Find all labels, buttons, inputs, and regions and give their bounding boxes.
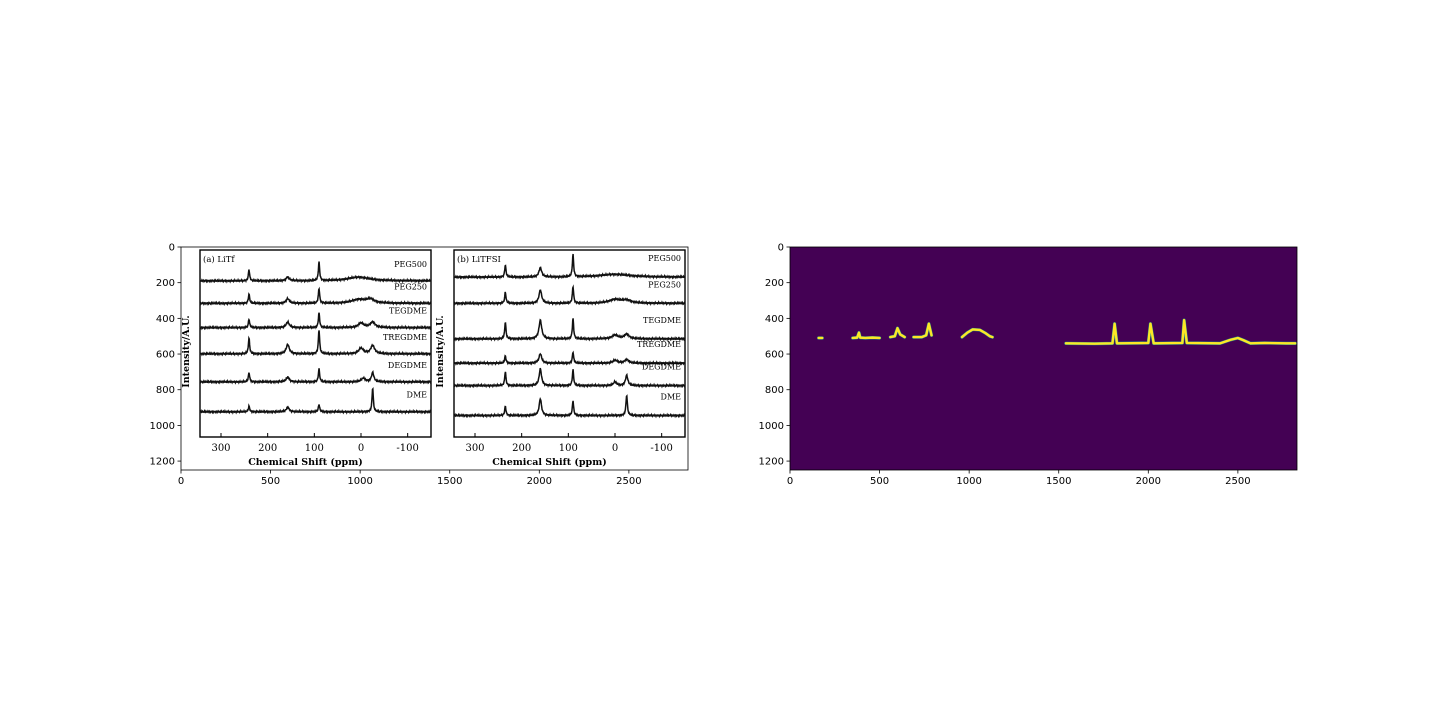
- mask-segment: [912, 322, 933, 339]
- right-x-tick-label: 2000: [1136, 476, 1161, 487]
- left-y-tick-label: 1000: [150, 421, 175, 432]
- left-x-tick-label: 0: [178, 476, 184, 487]
- panel-x-tick-label: 300: [211, 443, 230, 454]
- right-axes: 0 500 1000 1500 2000 2500 0 200 400 600 800 1000 12…: [759, 243, 1298, 487]
- right-y-tick-label: 800: [765, 385, 784, 396]
- spectra-image: (a) LiTf PEG500 PEG250 TEGDME TREGDME DEGDME D…: [181, 249, 686, 468]
- left-y-tick-label: 200: [156, 278, 175, 289]
- panel-x-label: Chemical Shift (ppm): [492, 457, 607, 468]
- panel-x-tick-label: 200: [512, 443, 531, 454]
- panel-x-tick-label: 0: [358, 443, 364, 454]
- panel-x-label: Chemical Shift (ppm): [248, 457, 363, 468]
- panel-label: (a) LiTf: [203, 254, 235, 265]
- spectrum-line: [199, 286, 432, 307]
- right-x-tick-label: 1000: [956, 476, 981, 487]
- spectrum-line: [453, 253, 686, 280]
- right-axes-frame: [789, 246, 1298, 471]
- left-x-tick-label: 1000: [347, 476, 372, 487]
- spectrum-line: [453, 394, 686, 419]
- right-x-tick-label: 0: [787, 476, 793, 487]
- right-y-tick-label: 400: [765, 314, 784, 325]
- mask-segments: [817, 318, 1297, 346]
- mask-segment: [889, 326, 906, 339]
- right-y-tick-label: 1200: [759, 457, 784, 468]
- left-y-tick-label: 400: [156, 314, 175, 325]
- right-x-ticks: 0 500 1000 1500 2000 2500: [787, 470, 1251, 487]
- series-label: PEG500: [394, 260, 427, 269]
- spectrum-line: [453, 367, 686, 389]
- panel-x-tick-label: -100: [396, 443, 418, 454]
- right-x-tick-label: 2500: [1225, 476, 1250, 487]
- spectrum-line: [199, 330, 432, 357]
- left-y-tick-label: 0: [169, 243, 175, 254]
- left-x-tick-label: 500: [261, 476, 280, 487]
- series-label: DME: [661, 392, 682, 401]
- right-y-tick-label: 1000: [759, 421, 784, 432]
- panel-x-tick-label: 0: [612, 443, 618, 454]
- left-y-ticks: 0 200 400 600 800 1000 1200: [150, 243, 181, 468]
- panel-x-tick-label: 200: [258, 443, 277, 454]
- spectrum-line: [199, 312, 432, 331]
- mask-segment: [1064, 318, 1297, 345]
- left-x-ticks: 0 500 1000 1500 2000 2500: [178, 470, 642, 487]
- panel-label: (b) LiTFSI: [457, 254, 501, 265]
- series-label: TEGDME: [643, 316, 681, 325]
- right-x-tick-label: 1500: [1046, 476, 1071, 487]
- panel-b: (b) LiTFSI PEG500 PEG250 TEGDME TREGDME DEGDM…: [435, 249, 686, 468]
- panel-frame: [453, 249, 686, 438]
- left-x-tick-label: 1500: [437, 476, 462, 487]
- series-label: PEG500: [648, 254, 681, 263]
- left-axes: (a) LiTf PEG500 PEG250 TEGDME TREGDME DEGDME D…: [150, 243, 689, 487]
- panel-x-tick-label: -100: [650, 443, 672, 454]
- mask-segment: [960, 328, 994, 339]
- panel-x-tick-label: 100: [305, 443, 324, 454]
- series-label: DEGDME: [642, 363, 681, 372]
- mask-segment: [851, 331, 881, 340]
- spectrum-line: [199, 387, 432, 415]
- left-y-tick-label: 600: [156, 350, 175, 361]
- right-y-tick-label: 600: [765, 350, 784, 361]
- panel-a: (a) LiTf PEG500 PEG250 TEGDME TREGDME DEGDME D…: [181, 249, 432, 468]
- spectrum-line: [453, 318, 686, 342]
- spectrum-line: [199, 368, 432, 385]
- series-label: PEG250: [394, 282, 427, 291]
- left-x-tick-label: 2000: [527, 476, 552, 487]
- panel-y-label: Intensity/A.U.: [181, 315, 192, 387]
- series-label: TREGDME: [637, 340, 681, 349]
- series-label: PEG250: [648, 280, 681, 289]
- spectrum-line: [453, 284, 686, 307]
- panel-x-tick-label: 300: [465, 443, 484, 454]
- series-label: DEGDME: [388, 361, 427, 370]
- left-y-tick-label: 1200: [150, 457, 175, 468]
- mask-background: [790, 247, 1297, 470]
- series-label: DME: [407, 391, 428, 400]
- right-y-tick-label: 200: [765, 278, 784, 289]
- series-label: TEGDME: [389, 307, 427, 316]
- right-y-ticks: 0 200 400 600 800 1000 1200: [759, 243, 790, 468]
- spectrum-line: [453, 350, 686, 367]
- right-x-tick-label: 500: [870, 476, 889, 487]
- spectrum-line: [199, 261, 432, 284]
- panel-x-tick-label: 100: [559, 443, 578, 454]
- panel-y-label: Intensity/A.U.: [435, 315, 446, 387]
- series-label: TREGDME: [383, 333, 427, 342]
- right-y-tick-label: 0: [778, 243, 784, 254]
- left-x-tick-label: 2500: [616, 476, 641, 487]
- left-y-tick-label: 800: [156, 385, 175, 396]
